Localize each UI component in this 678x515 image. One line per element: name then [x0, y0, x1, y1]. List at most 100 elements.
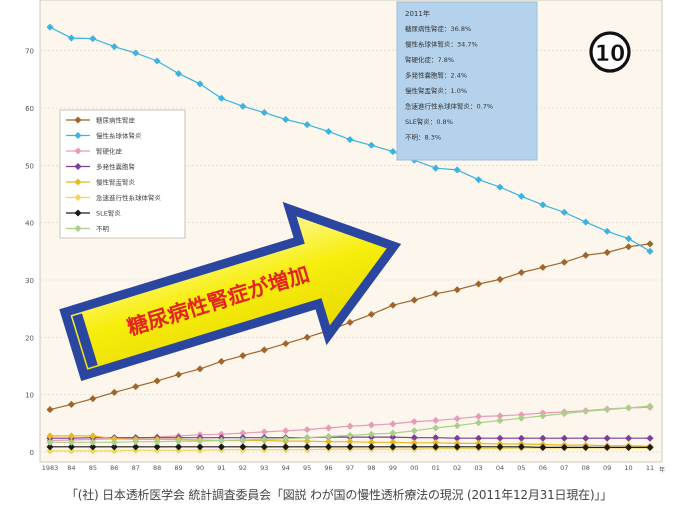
data-point — [539, 443, 547, 451]
y-tick-label: 40 — [25, 220, 34, 228]
data-point — [646, 402, 654, 410]
annotation-line: 糖尿病性腎症：36.8% — [405, 24, 471, 33]
annotation-line: 慢性腎盂腎炎：1.0% — [405, 86, 467, 95]
annotation-line: 多発性嚢胞腎：2.4% — [405, 71, 467, 80]
legend-swatch-marker — [74, 193, 82, 202]
data-point — [217, 436, 225, 445]
data-point — [582, 443, 590, 451]
data-point — [389, 443, 397, 451]
data-point — [67, 438, 75, 446]
data-point — [475, 176, 483, 184]
x-tick-label: 84 — [67, 464, 75, 472]
x-tick-label: 08 — [582, 464, 590, 472]
x-tick-label: 07 — [560, 464, 568, 472]
data-point — [303, 426, 311, 434]
x-tick-label: 90 — [196, 464, 204, 472]
legend-label: 腎硬化症 — [96, 147, 123, 156]
data-point — [625, 404, 633, 412]
x-tick-label: 96 — [324, 464, 332, 472]
data-point — [367, 430, 375, 438]
x-tick-label: 97 — [346, 464, 354, 472]
x-tick-label: 1983 — [42, 464, 59, 472]
data-point — [367, 443, 375, 451]
data-point — [46, 406, 54, 414]
data-point — [496, 434, 504, 442]
x-tick-label: 99 — [389, 464, 397, 472]
data-point — [153, 57, 161, 65]
data-point — [282, 443, 290, 451]
data-point — [175, 70, 183, 78]
data-point — [153, 443, 161, 451]
data-point — [325, 438, 333, 446]
badge-number: 10 — [595, 42, 626, 67]
data-point — [367, 421, 375, 429]
data-point — [89, 432, 97, 440]
data-point — [646, 240, 654, 248]
data-point — [560, 434, 568, 442]
data-point — [46, 447, 54, 455]
source-caption: 「(社) 日本透析医学会 統計調査委員会「図説 わが国の慢性透析療法の現況 (2… — [65, 488, 613, 502]
legend-label: 慢性糸球体腎炎 — [96, 131, 142, 140]
data-point — [603, 227, 611, 235]
data-point — [539, 263, 547, 271]
y-tick-label: 0 — [30, 449, 34, 457]
data-point — [239, 436, 247, 444]
legend-label: 慢性腎盂腎炎 — [96, 178, 136, 187]
data-point — [389, 301, 397, 309]
x-tick-label: 04 — [496, 464, 504, 472]
data-point — [410, 443, 418, 451]
series-不明 — [46, 402, 654, 446]
data-point — [475, 419, 483, 427]
data-point — [282, 435, 290, 443]
data-point — [153, 377, 161, 385]
x-tick-label: 92 — [239, 464, 247, 472]
y-tick-label: 70 — [25, 48, 34, 56]
data-point — [367, 141, 375, 149]
data-point — [453, 422, 461, 430]
data-point — [325, 432, 333, 441]
data-point — [346, 135, 354, 144]
data-point — [475, 443, 483, 451]
data-point — [646, 443, 654, 451]
annotation-line: 急速進行性糸球体腎炎：0.7% — [405, 102, 493, 111]
data-point — [410, 434, 418, 442]
y-tick-label: 30 — [25, 277, 34, 285]
data-point — [603, 406, 611, 414]
data-point — [260, 109, 268, 117]
data-point — [196, 443, 204, 451]
data-point — [46, 438, 54, 446]
x-axis: 1983 84 85 86 87 88 89 90 91 92 93 94 95 96 97 98 99 00 01… — [42, 464, 665, 474]
data-point — [625, 243, 633, 251]
data-point — [196, 365, 204, 373]
data-point — [110, 388, 118, 396]
data-point — [67, 447, 75, 455]
arrow-body — [59, 201, 402, 382]
data-point — [496, 443, 504, 451]
legend-swatch-marker — [74, 224, 82, 233]
data-point — [432, 443, 440, 451]
x-tick-label: 00 — [410, 464, 418, 472]
data-point — [453, 166, 461, 174]
data-point — [132, 438, 140, 446]
data-point — [475, 280, 483, 288]
annotation-line: 不明：8.3% — [405, 134, 441, 142]
data-point — [175, 443, 183, 451]
data-point — [346, 422, 354, 430]
series-layer — [46, 23, 654, 455]
data-point — [389, 148, 397, 156]
data-point — [432, 416, 440, 425]
data-point — [453, 286, 461, 294]
data-point — [217, 357, 225, 365]
data-point — [582, 218, 590, 226]
x-tick-label: 05 — [517, 464, 525, 472]
data-point — [89, 443, 97, 451]
x-tick-label: 06 — [539, 464, 547, 472]
data-point — [89, 395, 97, 403]
y-axis: 0 10 20 30 40 50 60 70 — [25, 48, 34, 457]
data-point — [260, 346, 268, 354]
data-point — [260, 443, 268, 451]
data-point — [603, 434, 611, 442]
data-point — [410, 427, 418, 435]
data-point — [432, 290, 440, 298]
